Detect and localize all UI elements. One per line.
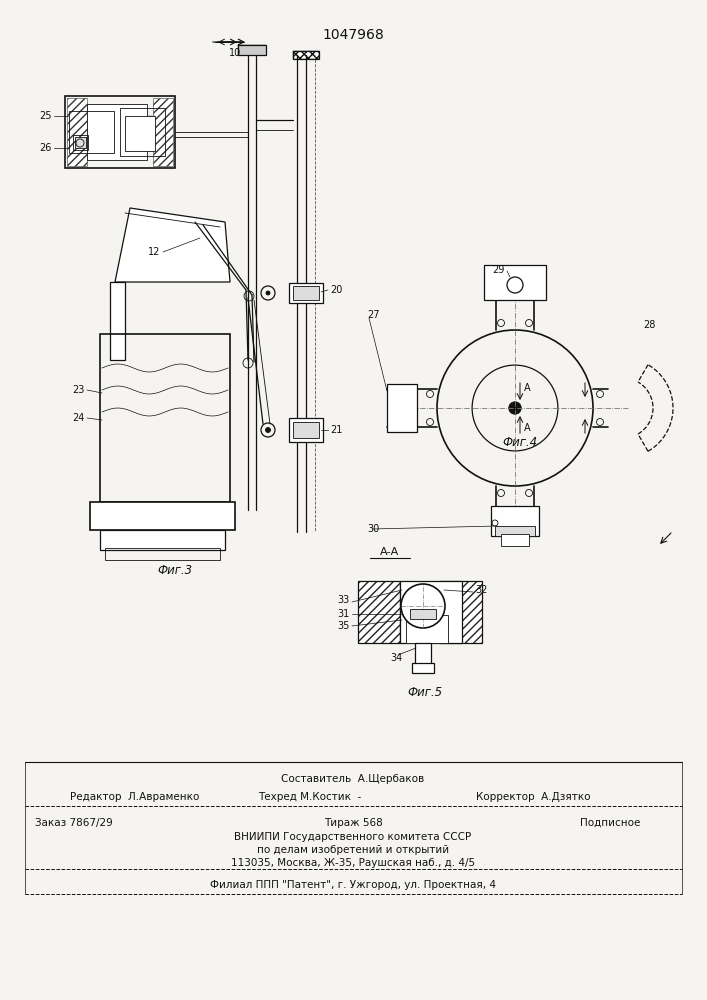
Bar [412,663,434,673]
Text: Заказ 7867/29: Заказ 7867/29 [35,818,112,828]
Bar [75,137,86,148]
Bar [100,530,225,550]
Text: 10: 10 [229,48,241,58]
Text: 28: 28 [643,320,655,330]
Bar [90,518,235,530]
Bar [238,45,266,55]
Text: 23: 23 [73,385,85,395]
Bar [100,334,230,502]
Text: 27: 27 [367,310,380,320]
Bar [358,581,400,643]
Bar [400,581,462,643]
Bar [73,135,88,150]
Text: 26: 26 [40,143,52,153]
Text: Составитель  А.Щербаков: Составитель А.Щербаков [281,774,425,784]
Bar [495,526,535,536]
Bar [293,286,319,300]
Text: 30: 30 [367,524,379,534]
Bar [238,45,266,55]
Bar [65,96,175,168]
Bar [289,283,323,303]
Text: по делам изобретений и открытий: по делам изобретений и открытий [257,845,449,855]
Text: 21: 21 [330,425,342,435]
Circle shape [266,291,270,295]
Text: 31: 31 [338,609,350,619]
Text: 25: 25 [40,111,52,121]
Text: А: А [524,383,531,393]
Bar [293,51,319,59]
Text: ВНИИПИ Государственного комитета СССР: ВНИИПИ Государственного комитета СССР [235,832,472,842]
Circle shape [401,584,445,628]
Text: Фиг.5: Фиг.5 [407,686,443,700]
Bar [484,265,546,300]
Text: А: А [524,423,531,433]
Text: Тираж 568: Тираж 568 [324,818,382,828]
Bar [387,384,417,432]
Bar [67,98,87,166]
Text: 113035, Москва, Ж-35, Раушская наб., д. 4/5: 113035, Москва, Ж-35, Раушская наб., д. … [231,858,475,868]
Bar [125,116,155,151]
Text: 24: 24 [73,413,85,423]
Bar [440,581,482,643]
Bar [289,418,323,442]
Text: 20: 20 [330,285,342,295]
Bar [358,581,400,643]
Text: Филиал ППП "Патент", г. Ужгород, ул. Проектная, 4: Филиал ППП "Патент", г. Ужгород, ул. Про… [210,880,496,890]
Bar [153,98,173,166]
Text: 29: 29 [493,265,505,275]
Circle shape [266,428,271,432]
Bar [415,643,431,665]
Bar [90,502,235,530]
Text: 35: 35 [338,621,350,631]
Polygon shape [115,208,230,282]
Bar [410,609,436,619]
Text: Фиг.3: Фиг.3 [158,564,192,576]
Bar [69,111,114,153]
Text: 1047968: 1047968 [322,28,384,42]
Bar [120,108,165,156]
Bar [293,51,319,59]
Text: 34: 34 [390,653,402,663]
Text: 12: 12 [148,247,160,257]
Text: Подписное: Подписное [580,818,640,828]
Bar [491,506,539,536]
Circle shape [509,402,521,414]
Text: 33: 33 [338,595,350,605]
Bar [501,534,529,546]
Bar [105,548,220,560]
Text: Фиг.4: Фиг.4 [503,436,537,450]
Text: А-А: А-А [380,547,399,557]
Bar [440,581,482,643]
Bar [406,615,448,643]
Text: Техред М.Костик  -: Техред М.Костик - [258,792,361,802]
Bar [293,422,319,438]
Bar [293,422,319,438]
Text: Редактор  Л.Авраменко: Редактор Л.Авраменко [70,792,199,802]
Bar [125,116,155,151]
Text: 32: 32 [475,585,487,595]
Bar [87,104,147,160]
Bar [110,282,125,360]
Bar [90,510,235,518]
Text: Корректор  А.Дзятко: Корректор А.Дзятко [476,792,590,802]
